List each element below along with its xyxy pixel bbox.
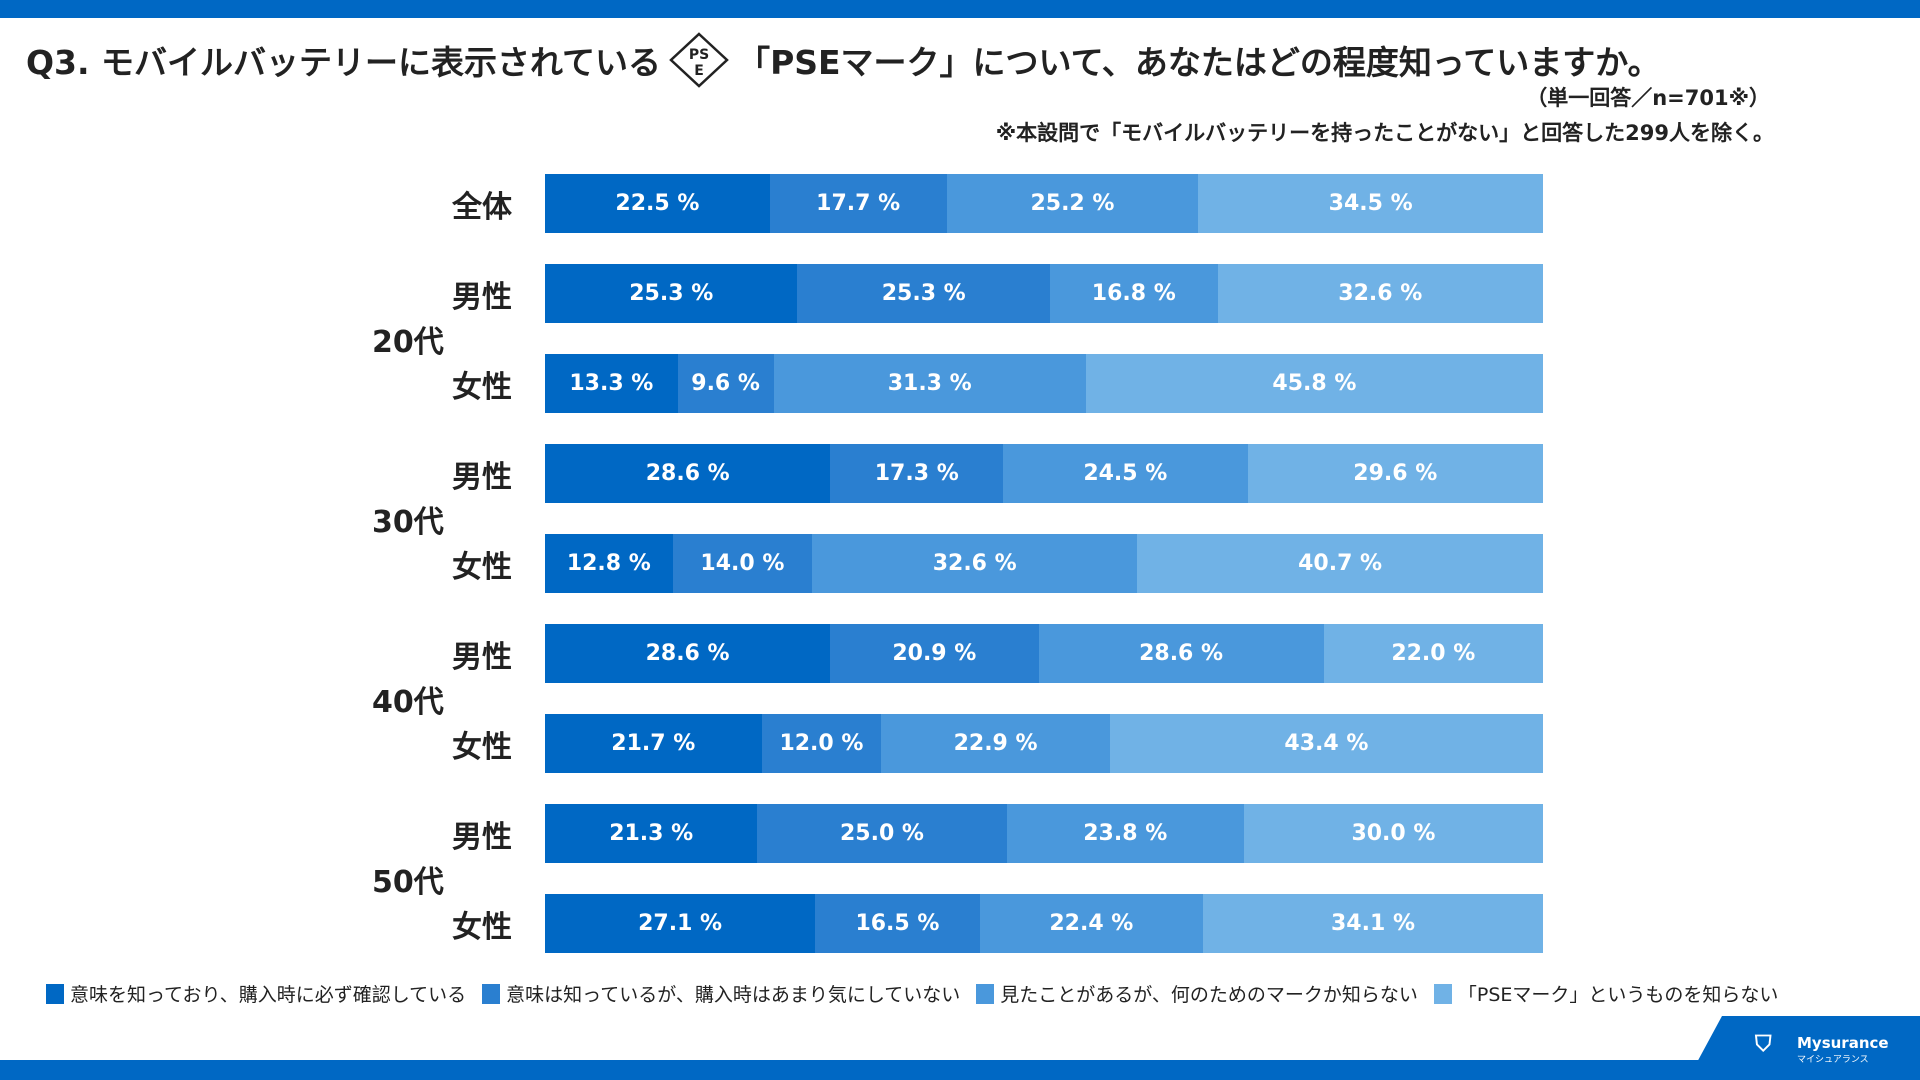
bar-row: 12.8 % 14.0 % 32.6 % 40.7 %: [545, 534, 1543, 593]
group-label: 40代: [372, 684, 444, 720]
group-label: 30代: [372, 504, 444, 540]
row-label: 男性: [452, 820, 512, 855]
bar-segment: 43.4 %: [1109, 714, 1543, 773]
legend-item: 「PSEマーク」というものを知らない: [1433, 980, 1779, 1007]
bar-segment: 25.0 %: [757, 804, 1007, 863]
bar-segment: 28.6 %: [1038, 624, 1324, 683]
sample-note: （単一回答／n=701※）: [1526, 86, 1770, 110]
legend-label: 見たことがあるが、何のためのマークか知らない: [1000, 984, 1418, 1006]
row-label: 女性: [452, 730, 512, 765]
legend-item: 意味を知っており、購入時に必ず確認している: [46, 980, 466, 1007]
bar-row: 28.6 % 20.9 % 28.6 % 22.0 %: [545, 624, 1543, 683]
bar-segment: 45.8 %: [1085, 354, 1543, 413]
bar-segment: 28.6 %: [545, 444, 831, 503]
group-label: 20代: [372, 324, 444, 360]
bar-segment: 22.4 %: [979, 894, 1204, 953]
group-label: 50代: [372, 864, 444, 900]
bar-segment: 13.3 %: [545, 354, 678, 413]
bar-segment: 12.0 %: [761, 714, 882, 773]
bar-segment: 34.5 %: [1198, 174, 1543, 233]
bottom-bar: [0, 1060, 1920, 1080]
logo-name: Mysurance: [1797, 1034, 1889, 1052]
row-label: 男性: [452, 460, 512, 495]
exclusion-note: ※本設問で「モバイルバッテリーを持ったことがない」と回答した299人を除く。: [995, 121, 1774, 145]
bar-row: 22.5 % 17.7 % 25.2 % 34.5 %: [545, 174, 1543, 233]
bar-segment: 25.3 %: [545, 264, 798, 323]
svg-text:PS: PS: [689, 47, 709, 63]
bar-row: 13.3 % 9.6 % 31.3 % 45.8 %: [545, 354, 1543, 413]
pse-mark-icon: PS E: [669, 32, 729, 88]
bar-segment: 16.8 %: [1049, 264, 1218, 323]
bar-segment: 30.0 %: [1243, 804, 1543, 863]
legend-label: 意味は知っているが、購入時はあまり気にしていない: [506, 984, 961, 1006]
bar-segment: 32.6 %: [1217, 264, 1543, 323]
title-suffix: 「PSEマーク」について、あなたはどの程度知っていますか。: [737, 43, 1661, 82]
row-label: 全体: [452, 190, 512, 225]
legend-label: 意味を知っており、購入時に必ず確認している: [70, 984, 467, 1006]
bar-segment: 27.1 %: [545, 894, 816, 953]
bar-segment: 17.7 %: [769, 174, 947, 233]
title-prefix: Q3. モバイルバッテリーに表示されている: [26, 43, 662, 82]
bar-row: 21.3 % 25.0 % 23.8 % 30.0 %: [545, 804, 1543, 863]
legend-label: 「PSEマーク」というものを知らない: [1457, 984, 1779, 1006]
row-label: 女性: [452, 550, 512, 585]
logo-kana: マイシュアランス: [1797, 1055, 1869, 1065]
bar-segment: 40.7 %: [1137, 534, 1543, 593]
legend-swatch: [482, 983, 501, 1004]
page-title: Q3. モバイルバッテリーに表示されている PS E 「PSEマーク」について、…: [26, 32, 1661, 88]
legend-swatch: [46, 983, 64, 1004]
svg-text:E: E: [694, 63, 704, 79]
bar-row: 25.3 % 25.3 % 16.8 % 32.6 %: [545, 264, 1543, 323]
logo-mark-icon: ⛉: [1755, 1032, 1772, 1057]
bar-segment: 32.6 %: [812, 534, 1138, 593]
bar-segment: 21.7 %: [545, 714, 762, 773]
top-bar: [0, 0, 1920, 18]
bar-segment: 34.1 %: [1203, 894, 1543, 953]
bar-segment: 12.8 %: [545, 534, 673, 593]
legend-swatch: [1433, 983, 1452, 1004]
row-label: 女性: [452, 910, 512, 945]
legend: 意味を知っており、購入時に必ず確認している 意味は知っているが、購入時はあまり気に…: [46, 980, 1778, 1007]
bar-segment: 22.0 %: [1323, 624, 1543, 683]
bar-segment: 23.8 %: [1006, 804, 1244, 863]
bar-segment: 24.5 %: [1003, 444, 1248, 503]
row-label: 女性: [452, 370, 512, 405]
row-label: 男性: [452, 280, 512, 315]
bar-segment: 28.6 %: [545, 624, 831, 683]
legend-item: 意味は知っているが、購入時はあまり気にしていない: [482, 980, 960, 1007]
bar-segment: 25.3 %: [797, 264, 1050, 323]
bar-segment: 16.5 %: [815, 894, 980, 953]
bar-segment: 29.6 %: [1247, 444, 1543, 503]
bar-segment: 9.6 %: [677, 354, 774, 413]
bar-row: 28.6 % 17.3 % 24.5 % 29.6 %: [545, 444, 1543, 503]
bar-segment: 20.9 %: [830, 624, 1039, 683]
legend-item: 見たことがあるが、何のためのマークか知らない: [976, 980, 1418, 1007]
row-label: 男性: [452, 640, 512, 675]
bar-row: 27.1 % 16.5 % 22.4 % 34.1 %: [545, 894, 1543, 953]
bar-segment: 22.5 %: [545, 174, 770, 233]
bar-segment: 21.3 %: [545, 804, 758, 863]
bar-segment: 25.2 %: [946, 174, 1199, 233]
legend-swatch: [976, 983, 995, 1004]
bar-segment: 31.3 %: [773, 354, 1086, 413]
logo: ⛉ Mysurance マイシュアランス: [1695, 1016, 1920, 1066]
bar-segment: 17.3 %: [830, 444, 1004, 503]
bar-segment: 14.0 %: [672, 534, 813, 593]
bar-segment: 22.9 %: [881, 714, 1110, 773]
bar-row: 21.7 % 12.0 % 22.9 % 43.4 %: [545, 714, 1543, 773]
